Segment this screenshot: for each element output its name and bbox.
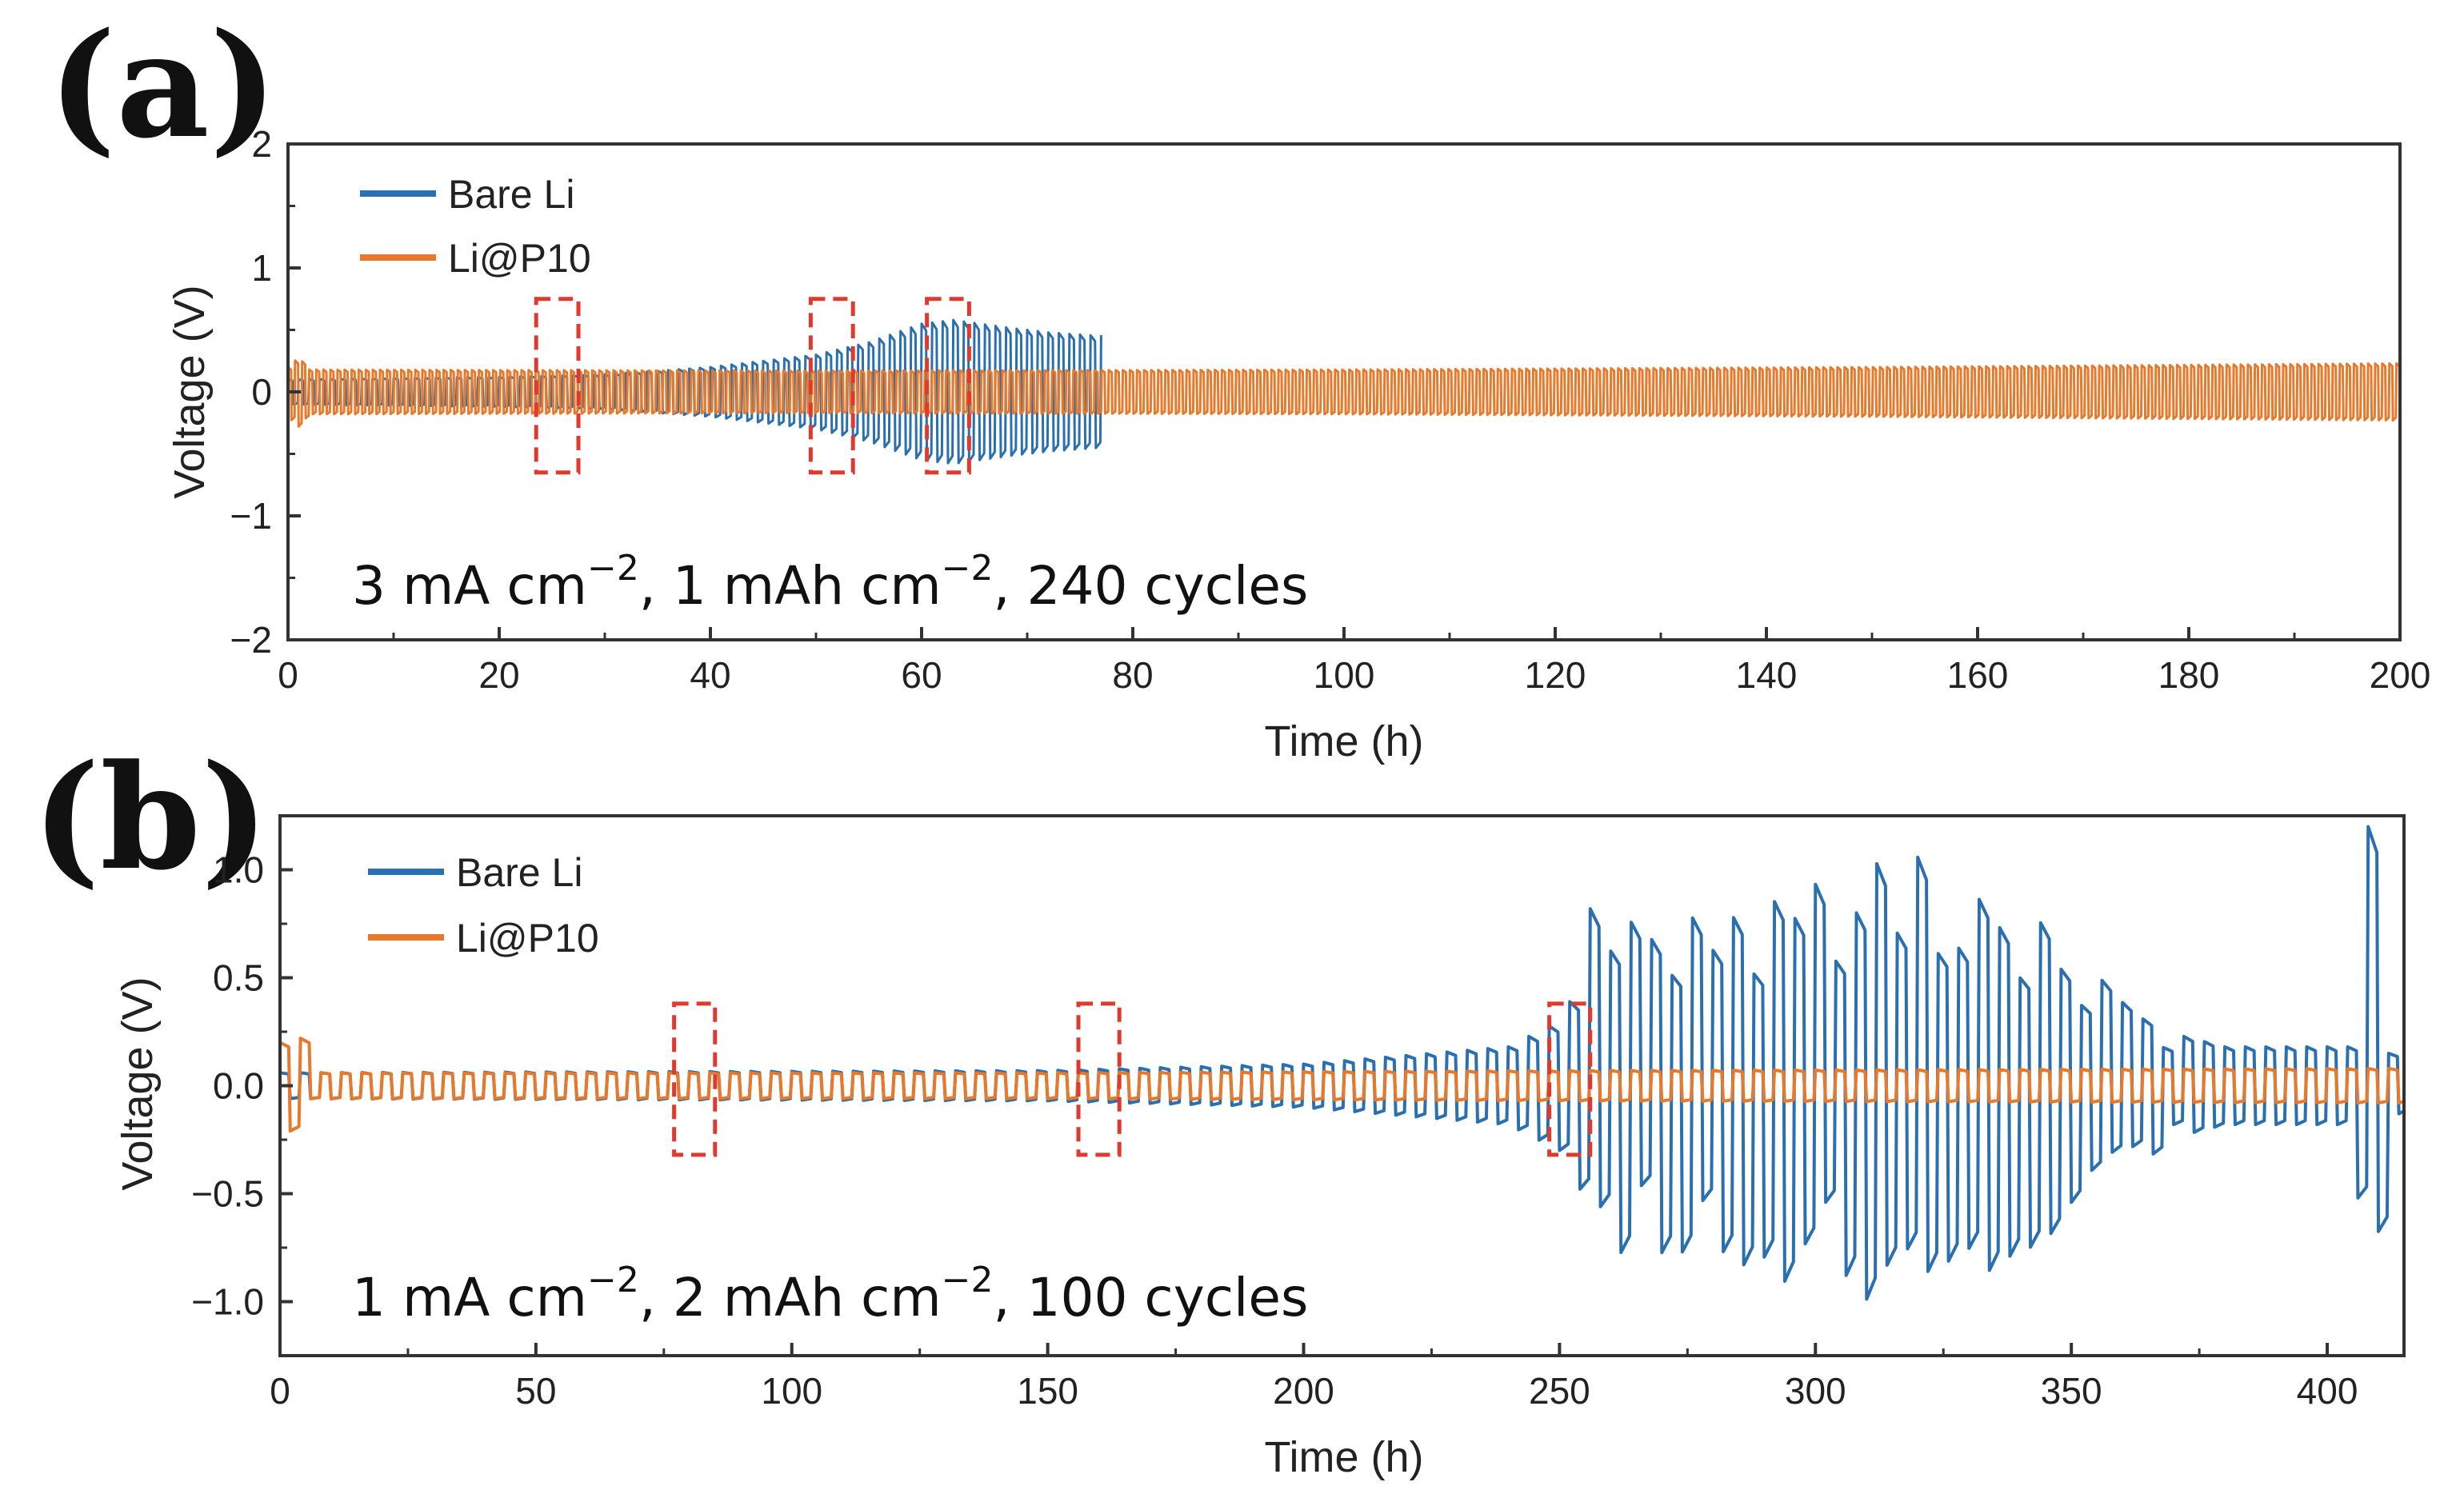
x-tick-label-a-4: 80 bbox=[1112, 654, 1153, 696]
annot-a-part1: 3 mA cm bbox=[352, 555, 587, 617]
series-line-li-p10-b bbox=[279, 1037, 2405, 1133]
highlight-window-b-3 bbox=[1547, 1001, 1593, 1157]
legend-label-bare-li-b: Bare Li bbox=[456, 850, 582, 895]
x-tick-label-a-7: 140 bbox=[1736, 654, 1798, 696]
x-tick-label-a-1: 20 bbox=[478, 654, 519, 696]
highlight-window-a-2 bbox=[808, 297, 855, 475]
highlight-window-b-2 bbox=[1076, 1001, 1122, 1157]
series-line-li-p10-a bbox=[287, 359, 2402, 428]
annot-a-sup2: −2 bbox=[942, 548, 994, 589]
x-tick-label-a-9: 180 bbox=[2158, 654, 2220, 696]
highlight-window-a-1 bbox=[534, 297, 581, 475]
legend-label-bare-li-a: Bare Li bbox=[448, 172, 574, 217]
y-tick-label-b-0: −1.0 bbox=[191, 1281, 264, 1323]
x-axis-title-a: Time (h) bbox=[1265, 717, 1424, 765]
annot-b-part2: , 2 mAh cm bbox=[639, 1267, 942, 1328]
y-tick-label-a-2: 0 bbox=[251, 371, 272, 413]
x-tick-label-b-1: 50 bbox=[515, 1370, 556, 1412]
x-tick-label-b-5: 250 bbox=[1529, 1370, 1590, 1412]
x-tick-label-a-5: 100 bbox=[1314, 654, 1375, 696]
conditions-annotation-b: 1 mA cm−2, 2 mAh cm−2, 100 cycles bbox=[352, 1260, 1308, 1328]
legend-label-li-p10-a: Li@P10 bbox=[448, 236, 591, 281]
x-tick-label-b-4: 200 bbox=[1273, 1370, 1334, 1412]
highlight-window-b-1 bbox=[672, 1001, 718, 1157]
x-tick-label-b-7: 350 bbox=[2041, 1370, 2102, 1412]
y-tick-label-a-4: 2 bbox=[251, 123, 272, 165]
panel-label-a: (a) bbox=[48, 2, 278, 170]
x-tick-label-b-6: 300 bbox=[1785, 1370, 1846, 1412]
x-tick-label-a-8: 160 bbox=[1947, 654, 2009, 696]
series-line-bare-li-b bbox=[279, 825, 2405, 1301]
y-tick-label-b-3: 0.5 bbox=[213, 957, 264, 999]
annot-b-sup2: −2 bbox=[942, 1260, 994, 1300]
x-tick-label-a-2: 40 bbox=[690, 654, 730, 696]
y-axis-title-b: Voltage (V) bbox=[114, 977, 162, 1190]
chart-panel-a: 0 20 40 60 80 100 120 140 160 180 200 −2 −1 0 1 2 Bare … bbox=[166, 123, 2430, 765]
annot-b-sup1: −2 bbox=[587, 1260, 639, 1300]
y-tick-label-b-4: 1.0 bbox=[213, 849, 264, 891]
y-axis-title-a: Voltage (V) bbox=[166, 285, 214, 498]
annot-b-part1: 1 mA cm bbox=[352, 1267, 587, 1328]
x-tick-label-b-3: 150 bbox=[1017, 1370, 1078, 1412]
highlight-window-a-3 bbox=[925, 297, 971, 475]
x-axis-title-b: Time (h) bbox=[1265, 1433, 1424, 1481]
y-tick-label-b-1: −0.5 bbox=[191, 1173, 264, 1215]
annot-a-part2: , 1 mAh cm bbox=[639, 555, 942, 617]
y-tick-label-a-0: −2 bbox=[230, 619, 272, 661]
annot-a-sup1: −2 bbox=[587, 548, 639, 589]
legend-b: Bare Li Li@P10 bbox=[368, 850, 599, 961]
y-tick-label-a-1: −1 bbox=[230, 495, 272, 537]
x-tick-label-a-10: 200 bbox=[2370, 654, 2431, 696]
x-tick-label-b-0: 0 bbox=[270, 1370, 290, 1412]
x-tick-label-b-2: 100 bbox=[761, 1370, 822, 1412]
x-tick-label-b-8: 400 bbox=[2297, 1370, 2358, 1412]
x-tick-label-a-0: 0 bbox=[278, 654, 298, 696]
legend-a: Bare Li Li@P10 bbox=[360, 172, 591, 281]
y-tick-label-a-3: 1 bbox=[251, 247, 272, 289]
panel-label-b: (b) bbox=[32, 733, 269, 902]
annot-a-part3: , 240 cycles bbox=[994, 555, 1309, 617]
x-tick-label-a-3: 60 bbox=[901, 654, 942, 696]
annot-b-part3: , 100 cycles bbox=[994, 1267, 1309, 1328]
y-tick-label-b-2: 0.0 bbox=[213, 1065, 264, 1107]
legend-label-li-p10-b: Li@P10 bbox=[456, 916, 599, 961]
x-tick-label-a-6: 120 bbox=[1525, 654, 1586, 696]
chart-panel-b: 0 50 100 150 200 250 300 350 400 −1.0 −0.5 0.0 0.5 1.… bbox=[114, 814, 2406, 1481]
conditions-annotation-a: 3 mA cm−2, 1 mAh cm−2, 240 cycles bbox=[352, 548, 1308, 617]
